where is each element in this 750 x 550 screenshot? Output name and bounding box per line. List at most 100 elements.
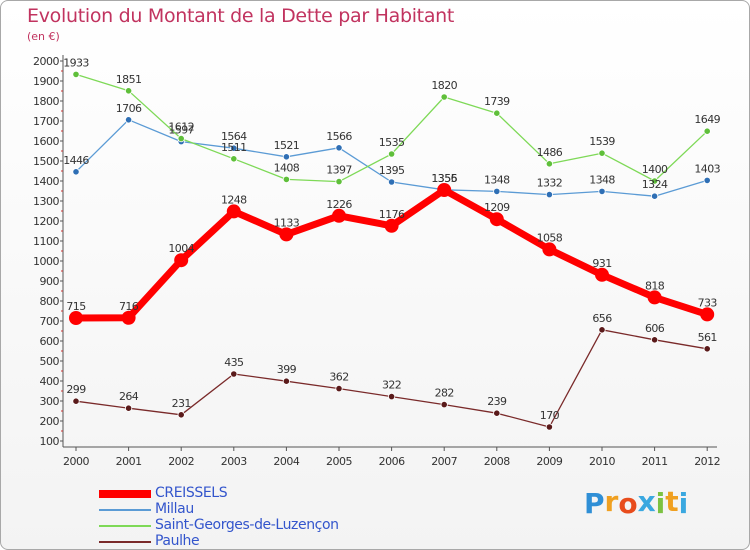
- data-label: 1248: [221, 193, 247, 206]
- y-tick-label: 200: [40, 415, 60, 428]
- y-tick-label: 1500: [33, 155, 59, 168]
- y-tick-label: 100: [40, 435, 60, 448]
- chart-subtitle: (en €): [27, 30, 60, 43]
- data-point: [493, 409, 501, 417]
- legend-swatch: [99, 525, 151, 527]
- data-point: [279, 227, 294, 242]
- y-tick-label: 1600: [33, 135, 59, 148]
- y-tick-label: 600: [40, 335, 60, 348]
- x-tick-label: 2006: [379, 455, 405, 468]
- data-point: [493, 109, 501, 117]
- y-tick-label: 1000: [33, 255, 59, 268]
- data-point: [387, 150, 396, 158]
- data-point: [177, 411, 185, 419]
- data-label: 1706: [116, 102, 142, 115]
- logo-letter: i: [655, 487, 666, 520]
- data-label: 1395: [379, 164, 405, 177]
- data-point: [335, 144, 343, 152]
- data-label: 1348: [589, 173, 615, 186]
- data-label: 1597: [168, 124, 194, 137]
- data-label: 733: [698, 296, 718, 309]
- data-label: 264: [119, 390, 139, 403]
- data-point: [650, 177, 659, 185]
- data-label: 1933: [63, 56, 89, 69]
- data-label: 561: [698, 331, 717, 344]
- data-label: 362: [329, 371, 348, 384]
- legend-label: CREISSELS: [155, 485, 228, 501]
- data-label: 1739: [484, 95, 510, 108]
- data-label: 399: [277, 363, 297, 376]
- legend-swatch: [99, 490, 151, 498]
- legend-label: Paulhe: [155, 533, 200, 549]
- logo-letter: i: [678, 487, 689, 520]
- data-label: 1403: [694, 162, 720, 175]
- data-point: [332, 208, 346, 223]
- data-point: [598, 326, 606, 334]
- data-point: [650, 192, 659, 200]
- x-tick-label: 2009: [536, 455, 562, 468]
- x-tick-label: 2004: [273, 455, 299, 468]
- data-point: [230, 155, 238, 163]
- data-point: [282, 377, 290, 385]
- data-label: 656: [592, 312, 612, 325]
- data-point: [542, 242, 557, 257]
- data-label: 282: [435, 387, 454, 400]
- data-point: [125, 404, 133, 412]
- data-label: 1408: [274, 161, 300, 174]
- data-label: 1397: [326, 164, 352, 177]
- x-tick-label: 2002: [168, 455, 194, 468]
- data-point: [700, 307, 715, 322]
- data-label: 170: [540, 409, 560, 422]
- y-tick-label: 1700: [33, 115, 59, 128]
- data-label: 931: [592, 257, 611, 270]
- data-label: 818: [645, 279, 665, 292]
- data-label: 606: [645, 322, 665, 335]
- logo-letter: r: [604, 485, 619, 518]
- legend-swatch: [99, 541, 151, 543]
- data-label: 716: [119, 300, 139, 313]
- data-point: [387, 178, 396, 186]
- data-label: 239: [487, 395, 507, 408]
- x-tick-label: 2011: [642, 455, 668, 468]
- data-point: [230, 370, 238, 378]
- data-label: 1176: [379, 208, 405, 221]
- data-point: [335, 384, 343, 393]
- data-label: 1486: [537, 146, 563, 159]
- x-tick-label: 2007: [431, 455, 457, 468]
- data-label: 1820: [431, 79, 457, 92]
- data-point: [282, 175, 290, 183]
- data-point: [72, 70, 80, 79]
- chart-title: Evolution du Montant de la Dette par Hab…: [27, 5, 455, 27]
- data-point: [335, 178, 343, 186]
- data-label: 1324: [642, 178, 668, 191]
- x-tick-label: 2012: [694, 455, 720, 468]
- data-label: 1133: [274, 216, 300, 229]
- y-tick-label: 500: [40, 355, 60, 368]
- data-point: [493, 187, 501, 195]
- data-point: [440, 400, 448, 409]
- data-point: [650, 336, 659, 344]
- data-point: [125, 87, 133, 95]
- data-point: [545, 423, 554, 431]
- data-point: [174, 253, 189, 268]
- data-point: [647, 290, 662, 305]
- data-label: 1209: [484, 201, 510, 214]
- data-point: [440, 93, 448, 101]
- data-point: [598, 187, 606, 195]
- data-label: 322: [382, 379, 401, 392]
- y-tick-label: 800: [40, 295, 60, 308]
- data-point: [230, 144, 238, 152]
- x-tick-label: 2001: [116, 455, 142, 468]
- x-tick-label: 2000: [63, 455, 89, 468]
- y-tick-label: 1300: [33, 195, 59, 208]
- data-point: [69, 311, 83, 325]
- data-point: [437, 183, 452, 197]
- x-tick-label: 2003: [221, 455, 247, 468]
- data-label: 1539: [589, 135, 615, 148]
- data-point: [703, 127, 711, 135]
- y-tick-label: 2000: [33, 55, 59, 68]
- data-label: 1521: [274, 139, 300, 152]
- data-point: [125, 116, 133, 124]
- y-tick-label: 1200: [33, 215, 59, 228]
- data-label: 1511: [221, 141, 247, 154]
